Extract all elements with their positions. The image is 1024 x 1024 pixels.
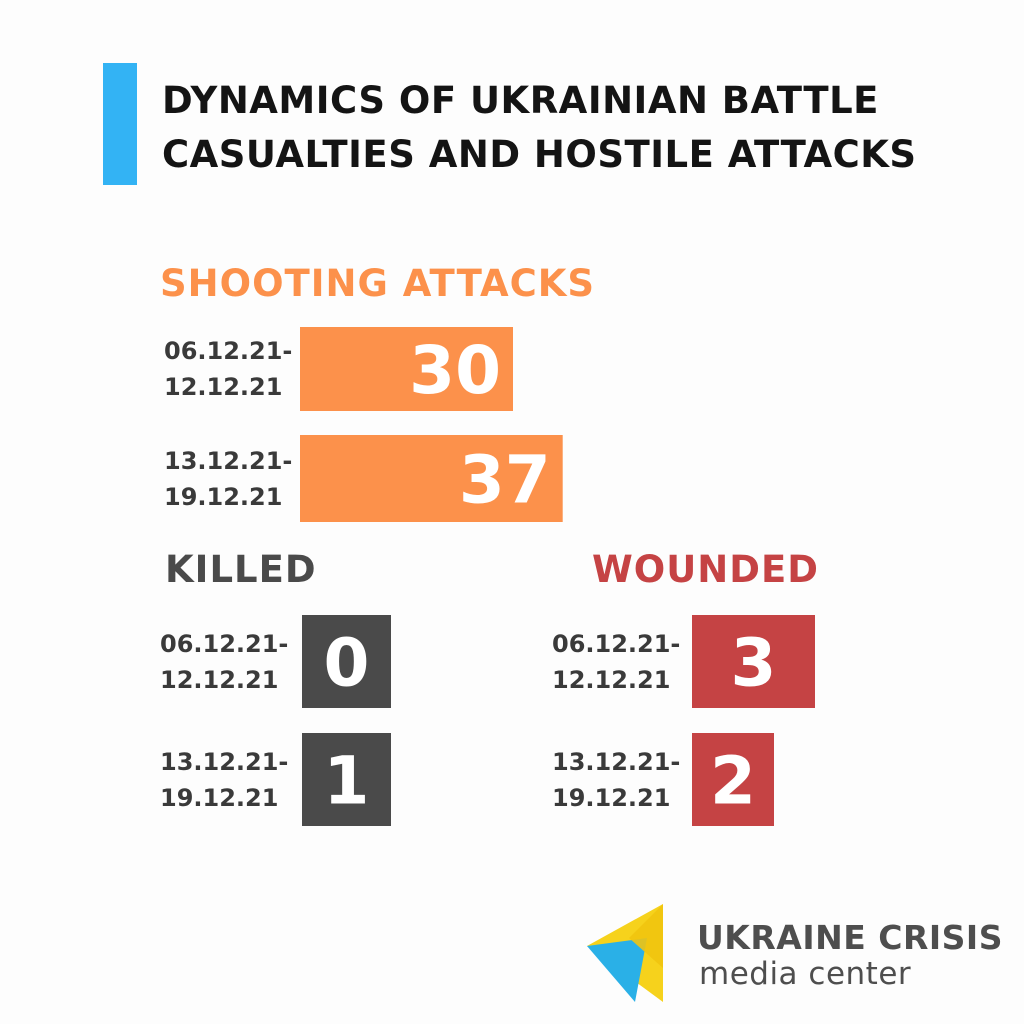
shooting-value-label-1: 30 (409, 332, 501, 409)
title-line-2: CASUALTIES AND HOSTILE ATTACKS (162, 133, 917, 176)
logo-title: UKRAINE CRISIS (697, 918, 1003, 957)
wounded-category-label-2: 13.12.21- 19.12.21 (552, 747, 681, 812)
killed-value-label-1: 0 (324, 624, 370, 701)
shooting-category-label-2: 13.12.21- 19.12.21 (164, 446, 293, 511)
wounded-heading: WOUNDED (592, 548, 819, 591)
shooting-attacks-heading: SHOOTING ATTACKS (160, 262, 596, 305)
wounded-value-label-1: 3 (731, 624, 777, 701)
wounded-category-label-1: 06.12.21- 12.12.21 (552, 629, 681, 694)
killed-category-label-1: 06.12.21- 12.12.21 (160, 629, 289, 694)
title-line-1: DYNAMICS OF UKRAINIAN BATTLE (162, 79, 879, 122)
killed-value-label-2: 1 (324, 742, 370, 819)
wounded-value-label-2: 2 (710, 742, 756, 819)
killed-bar-2 (302, 733, 391, 826)
shooting-category-label-1: 06.12.21- 12.12.21 (164, 337, 293, 401)
shooting-bar-2 (300, 435, 563, 522)
killed-category-label-2: 13.12.21- 19.12.21 (160, 747, 289, 812)
page-title: DYNAMICS OF UKRAINIAN BATTLE CASUALTIES … (162, 74, 1002, 182)
killed-bar-1 (302, 615, 391, 708)
wounded-bar-2 (692, 733, 774, 826)
logo-subtitle: media center (699, 956, 912, 992)
killed-heading: KILLED (165, 548, 317, 591)
ucmc-logo-icon (587, 904, 663, 1002)
shooting-bar-1 (300, 327, 513, 411)
shooting-value-label-2: 37 (459, 441, 551, 518)
title-accent-bar (103, 63, 137, 185)
wounded-bar-1 (692, 615, 815, 708)
